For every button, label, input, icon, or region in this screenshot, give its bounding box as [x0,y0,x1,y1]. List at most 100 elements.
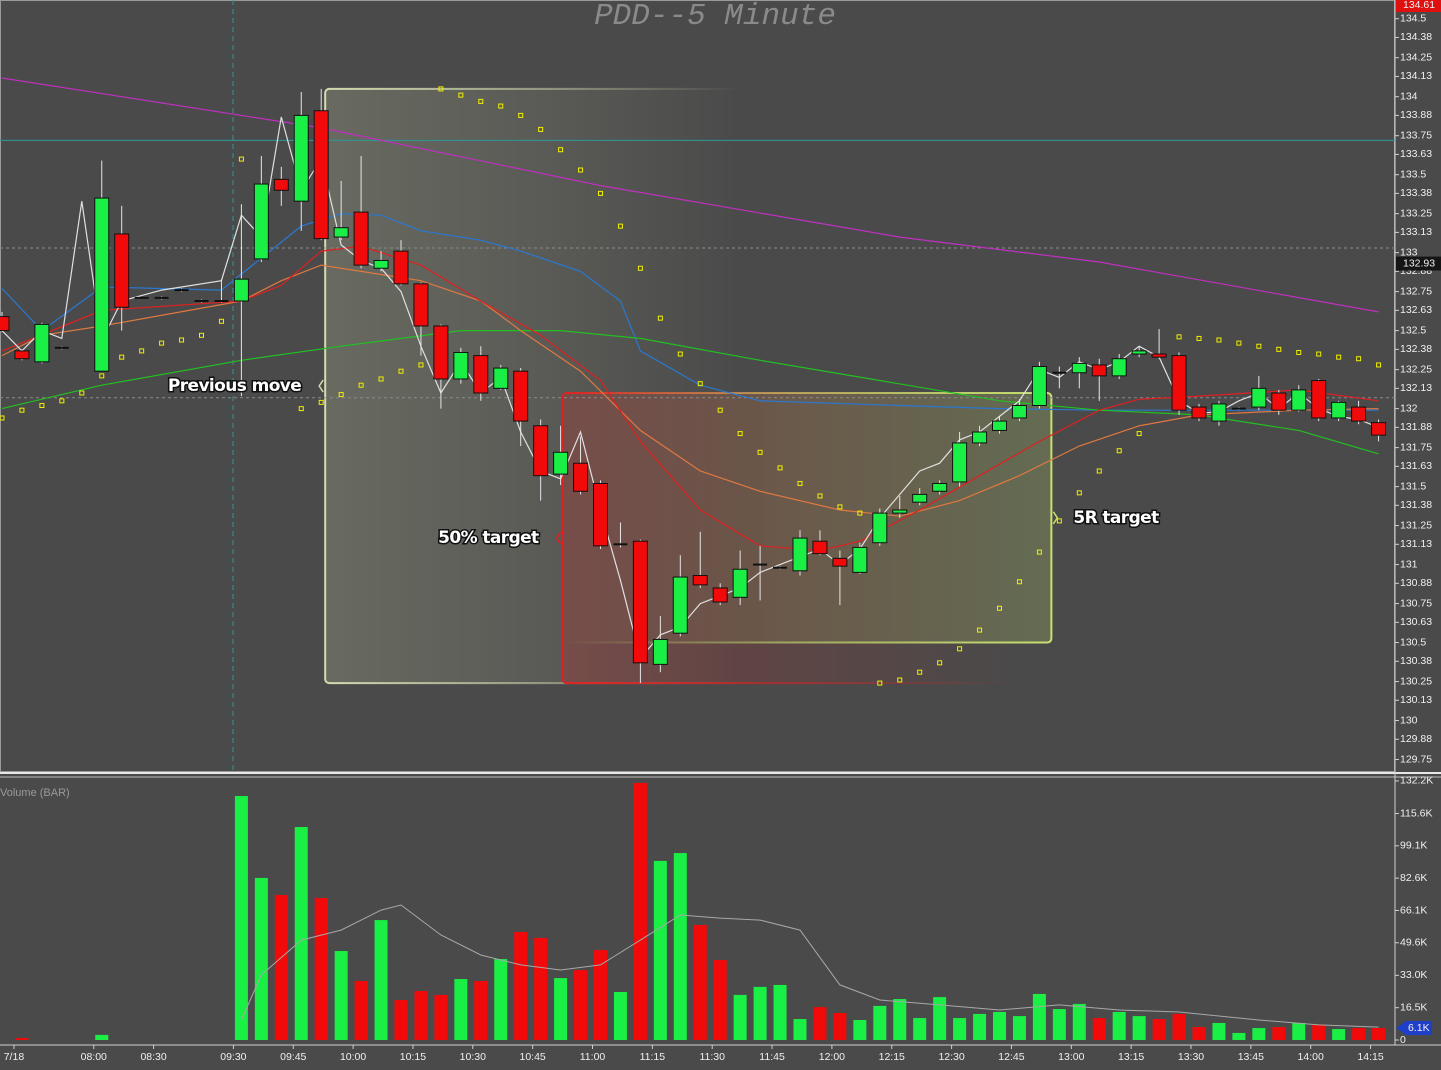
sar-dot [1096,468,1102,474]
candle-body [1251,387,1267,408]
y-tick-label: 134.25 [1400,51,1432,63]
volume-bar [1072,1003,1086,1040]
y-tick-label: 132.13 [1400,382,1432,394]
volume-bar [1192,1027,1206,1040]
volume-bar [953,1018,967,1040]
candle-body [1031,366,1047,406]
candle-body [1091,364,1107,377]
label-layer: 134.5 134.38 134.25 134.13 134 133.88 133.75 13… [4,0,1441,1063]
indicator-line [1,77,1379,313]
sar-dot [478,98,484,104]
volume-bar [314,897,328,1040]
volume-bar [414,991,428,1040]
sar-dot [1196,335,1202,341]
sar-dot [757,449,763,455]
candle-body [1071,362,1087,374]
sar-dot [598,190,603,196]
y-tick-label: 131.88 [1400,421,1432,433]
volume-bar [693,924,707,1040]
x-tick-label: 11:45 [759,1051,785,1063]
y-tick-label: 133.25 [1400,207,1432,219]
sar-dot [777,465,783,471]
plot-layer [0,18,1399,1041]
candle-body [473,355,489,394]
x-tick-label: 10:45 [520,1051,546,1063]
y-tick-label: 131 [1400,558,1418,570]
y-tick-label: 132.38 [1400,343,1432,355]
sar-dot [897,677,903,683]
sar-dot [1036,549,1042,555]
y-tick-label: 131.25 [1400,519,1432,531]
y-tick-label: 133.63 [1400,148,1432,160]
volume-bar [1372,1028,1386,1040]
volume-bar [454,979,468,1040]
volume-bar [613,991,627,1040]
sar-dot [1056,518,1062,524]
volume-bar [1152,1019,1166,1040]
volume-bar [594,950,607,1040]
sar-dot [378,376,384,382]
y-tick-label: 131.63 [1400,460,1432,472]
indicator-line [1,264,1379,517]
sar-dot [1076,490,1082,496]
volume-bar [993,1011,1006,1040]
volume-bar [793,1019,807,1040]
sar-dot [119,354,125,360]
last-price-box [1396,256,1441,271]
volume-bar [1052,1009,1066,1040]
candle-body [1111,358,1127,377]
volume-bar [394,1000,408,1040]
sar-dot [99,373,105,379]
volume-bar [334,951,348,1040]
volume-bar [873,1005,887,1040]
candle-body [1311,380,1327,419]
x-tick-label: 10:15 [400,1051,426,1063]
y-tick-label: 133.38 [1400,187,1432,199]
annotation-label: 50% target [438,528,539,548]
volume-bar [813,1007,827,1040]
annotation-label: Previous move [168,376,301,396]
volume-bar [633,782,647,1040]
y-tick-label: 131.13 [1400,538,1432,550]
volume-bar [1012,1016,1026,1040]
candle-body [992,420,1007,431]
sar-dot [657,315,663,321]
x-tick-label: 7/18 [4,1051,25,1063]
candle-body [632,540,648,664]
candle-body [313,110,329,240]
y-tick-label: 130.63 [1400,616,1432,628]
candle-body [333,227,349,238]
x-tick-label: 12:45 [998,1051,1024,1063]
candle-body [293,114,309,202]
sar-dot [1256,343,1262,349]
x-tick-label: 08:00 [81,1051,107,1063]
candle-body [14,350,30,360]
last-volume-box [1396,1021,1432,1036]
y-tick-label: 134.38 [1400,31,1432,43]
y-tick-label: 133.88 [1400,109,1432,121]
candle-body [593,482,608,547]
sar-dot [1176,334,1182,340]
candle-body [1271,392,1287,411]
indicator-line [1,245,1379,552]
sar-dot [139,348,145,354]
sar-dot [318,399,324,405]
candle-body [433,325,449,380]
y-tick-label: 0 [1400,1034,1406,1046]
chart-title: PDD--5 Minute [594,0,836,34]
candle-body [1151,353,1167,358]
sar-dot [877,680,883,686]
candle-body [493,367,509,389]
sar-dot [617,223,623,229]
x-tick-label: 11:15 [640,1051,666,1063]
sar-dot [637,265,643,271]
volume-bar [574,970,588,1040]
sar-dot [438,86,444,92]
volume-bar [1092,1018,1106,1040]
y-tick-label: 129.75 [1400,753,1432,765]
volume-bar [893,999,907,1040]
y-tick-label: 132.75 [1400,285,1432,297]
x-tick-label: 10:30 [460,1051,486,1063]
candle-body [413,283,429,327]
